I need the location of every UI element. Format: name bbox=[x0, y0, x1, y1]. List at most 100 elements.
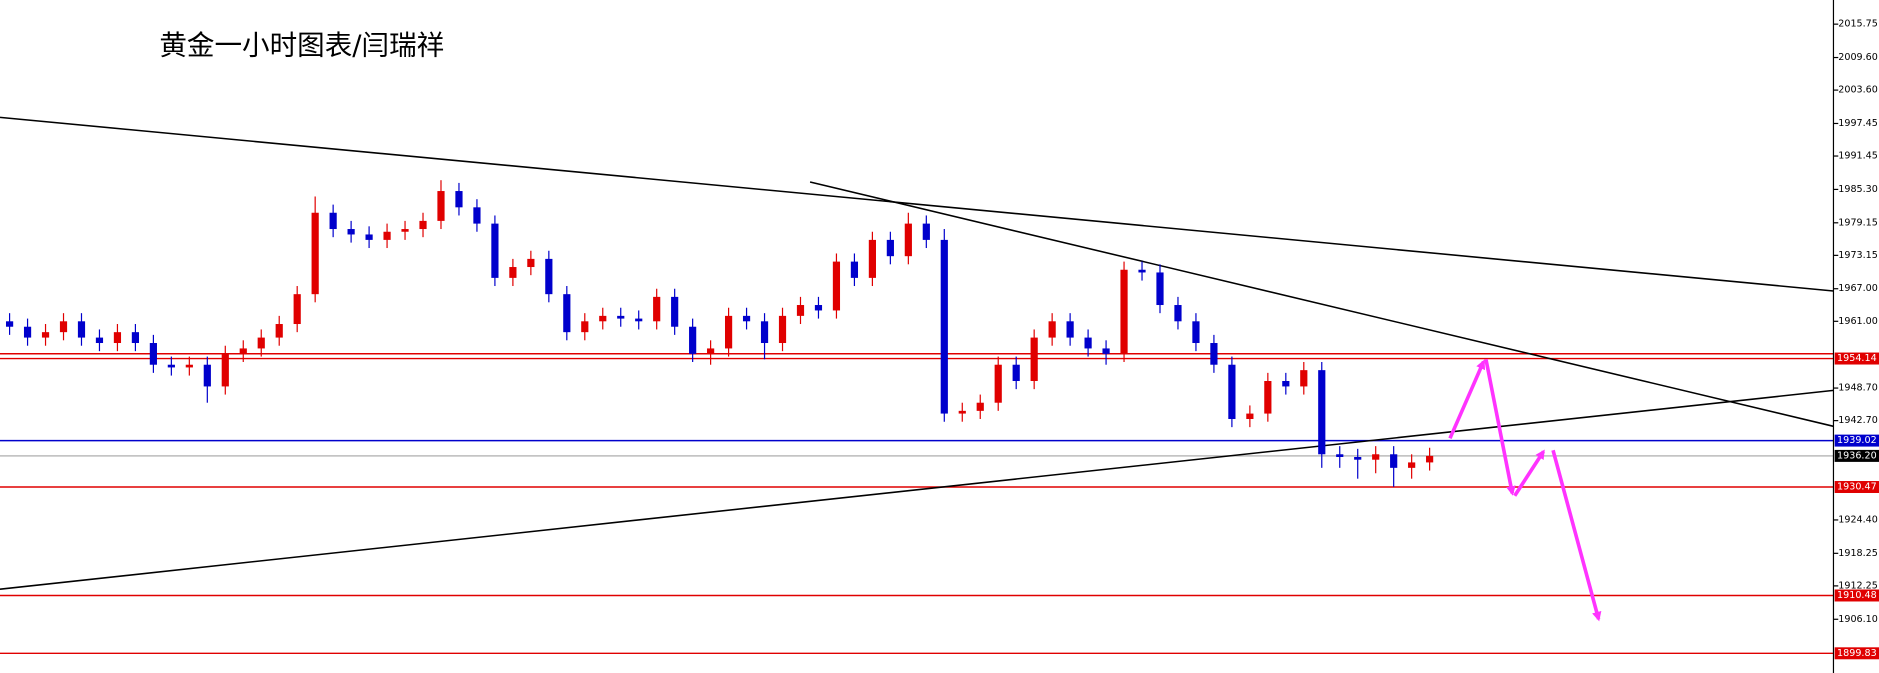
candle-body bbox=[976, 402, 984, 411]
level-label: 1954.14 bbox=[1837, 353, 1877, 364]
trend-line bbox=[0, 389, 1834, 590]
arrow bbox=[1551, 449, 1602, 622]
candle-body bbox=[257, 337, 265, 349]
candle-body bbox=[1012, 364, 1020, 382]
candle-body bbox=[419, 220, 427, 230]
candle-body bbox=[167, 364, 175, 368]
candle-body bbox=[491, 223, 499, 278]
candle-body bbox=[1246, 413, 1254, 419]
forecast-arrows bbox=[1448, 358, 1602, 622]
candle-body bbox=[383, 231, 391, 240]
candle-body bbox=[149, 343, 157, 365]
candle-body bbox=[329, 212, 337, 230]
candle-body bbox=[311, 212, 319, 295]
candle-body bbox=[778, 315, 787, 344]
candle-body bbox=[742, 315, 751, 322]
candle-body bbox=[365, 234, 373, 240]
candle-body bbox=[707, 348, 715, 354]
candle-body bbox=[599, 315, 607, 322]
y-tick-label: 1912.25 bbox=[1838, 580, 1878, 591]
candle-body bbox=[239, 348, 247, 354]
candle-body bbox=[940, 239, 948, 414]
candle-body bbox=[814, 305, 823, 311]
candle-body bbox=[41, 332, 50, 338]
candle-body bbox=[1264, 381, 1272, 414]
candle-body bbox=[401, 229, 409, 232]
candles bbox=[5, 180, 1434, 487]
candle-body bbox=[347, 229, 355, 235]
y-tick-label: 1997.45 bbox=[1838, 118, 1878, 129]
level-label-box bbox=[1834, 449, 1879, 462]
y-tick-label: 1906.10 bbox=[1838, 614, 1878, 625]
arrow bbox=[1448, 359, 1486, 440]
level-label-box bbox=[1834, 352, 1879, 365]
candle-body bbox=[1228, 364, 1236, 419]
level-label-box bbox=[1834, 434, 1879, 447]
y-tick-label: 1924.40 bbox=[1838, 514, 1878, 525]
candle-body bbox=[958, 410, 966, 414]
candle-body bbox=[922, 223, 930, 240]
candle-body bbox=[653, 296, 661, 322]
candle-body bbox=[185, 364, 193, 368]
candle-body bbox=[1192, 321, 1200, 344]
candle-body bbox=[131, 332, 140, 344]
candle-body bbox=[203, 364, 211, 387]
candle-body bbox=[509, 267, 517, 278]
y-tick-label: 1967.00 bbox=[1838, 283, 1878, 294]
candle-body bbox=[635, 318, 643, 322]
candle-body bbox=[671, 296, 679, 327]
candle-body bbox=[868, 239, 876, 278]
level-label-box bbox=[1834, 647, 1879, 660]
candle-body bbox=[1300, 370, 1308, 387]
candle-body bbox=[455, 191, 463, 208]
candle-body bbox=[5, 321, 14, 327]
candle-body bbox=[113, 332, 122, 344]
level-label: 1939.02 bbox=[1837, 435, 1877, 446]
trend-line bbox=[809, 181, 1834, 428]
y-tick-label: 1942.70 bbox=[1838, 415, 1878, 426]
candle-body bbox=[437, 191, 445, 221]
candle-body bbox=[1408, 462, 1416, 468]
candle-body bbox=[1390, 454, 1398, 468]
candle-body bbox=[1084, 337, 1092, 349]
trend-line bbox=[0, 116, 1834, 292]
candle-body bbox=[275, 324, 283, 338]
y-tick-label: 1979.15 bbox=[1838, 217, 1878, 228]
y-tick-label: 1991.45 bbox=[1838, 151, 1878, 162]
candle-body bbox=[77, 321, 86, 338]
candle-body bbox=[527, 258, 535, 268]
candle-body bbox=[1354, 456, 1362, 460]
y-tick-label: 1961.00 bbox=[1838, 316, 1878, 327]
level-label-box bbox=[1834, 589, 1879, 602]
y-axis-ticks: 2015.75 2009.60 2003.60 1997.45 1991.45 1985.… bbox=[1833, 19, 1878, 625]
level-label: 1910.48 bbox=[1837, 590, 1877, 601]
candle-body bbox=[796, 305, 805, 316]
y-tick-label: 2003.60 bbox=[1838, 85, 1878, 96]
candle-body bbox=[760, 321, 769, 344]
arrow bbox=[1484, 358, 1516, 496]
candle-body bbox=[23, 326, 32, 338]
y-tick-label: 1918.25 bbox=[1838, 548, 1878, 559]
candle-body bbox=[1336, 454, 1344, 457]
candle-body bbox=[617, 315, 625, 319]
level-labels: 1954.14 1939.02 1936.20 1930.47 1910.48 1899.… bbox=[1834, 352, 1879, 660]
candle-body bbox=[1138, 269, 1146, 273]
y-tick-label: 2015.75 bbox=[1838, 19, 1878, 30]
candle-body bbox=[95, 337, 104, 344]
candle-body bbox=[1156, 272, 1164, 306]
trend-lines bbox=[0, 116, 1834, 590]
candle-body bbox=[1426, 455, 1434, 463]
candle-body bbox=[545, 258, 553, 295]
candle-body bbox=[293, 294, 301, 325]
candle-body bbox=[1030, 337, 1038, 382]
y-tick-label: 1973.15 bbox=[1838, 250, 1878, 261]
candle-body bbox=[724, 315, 733, 349]
level-label-box bbox=[1834, 481, 1879, 493]
y-tick-label: 1948.70 bbox=[1838, 383, 1878, 394]
candle-body bbox=[904, 223, 912, 257]
level-label: 1936.20 bbox=[1837, 450, 1877, 461]
candle-body bbox=[1066, 321, 1074, 338]
